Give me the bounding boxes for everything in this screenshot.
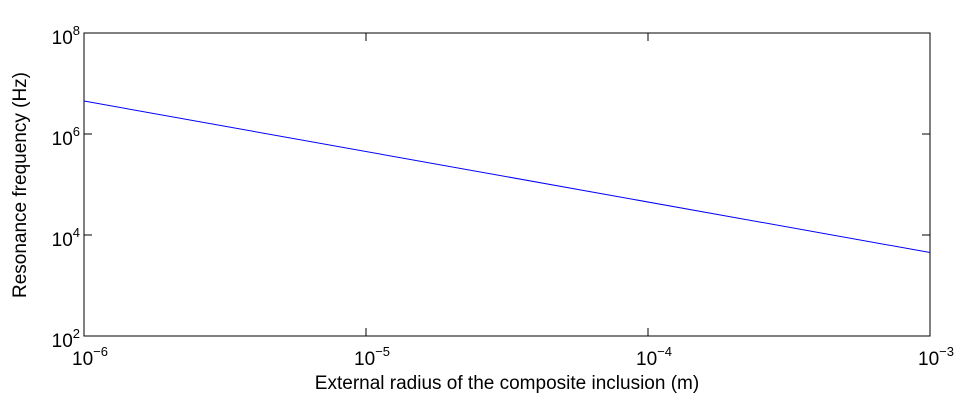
- x-axis-label: External radius of the composite inclusi…: [315, 373, 699, 394]
- x-tick-label: 10−3: [918, 344, 954, 370]
- y-axis-label: Resonance frequency (Hz): [10, 72, 31, 298]
- x-tick-labels: 10−6 10−5 10−4 10−3: [72, 344, 954, 370]
- series-line: [83, 100, 931, 254]
- y-tick-label: 104: [52, 225, 80, 251]
- x-tick-label: 10−6: [72, 344, 108, 370]
- plot-area: [83, 32, 931, 337]
- x-tick-label: 10−5: [354, 344, 390, 370]
- x-tick-label: 10−4: [636, 344, 672, 370]
- y-tick-labels: 102 104 106 108: [52, 23, 80, 352]
- y-tick-label: 108: [52, 23, 80, 49]
- y-tick-label: 106: [52, 124, 80, 150]
- series-group: [83, 100, 931, 254]
- y-tick-label: 102: [52, 326, 80, 352]
- tick-marks: [83, 32, 931, 337]
